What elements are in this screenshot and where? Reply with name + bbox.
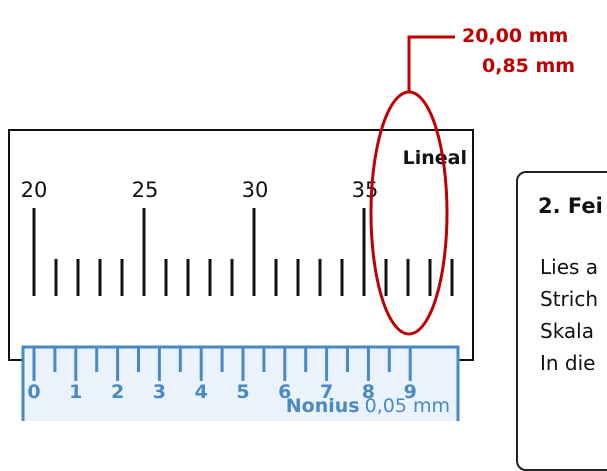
ruler-name-label: Lineal xyxy=(403,147,467,169)
ruler-tick-labels: 20 25 30 35 xyxy=(21,178,379,202)
vernier-digit: 6 xyxy=(278,381,291,403)
panel-line-4: In die xyxy=(540,351,596,375)
vernier-name: Nonius xyxy=(286,395,360,417)
vernier-digits: 0 1 2 3 4 5 6 7 8 9 xyxy=(27,381,416,403)
vernier-digit: 0 xyxy=(27,381,40,403)
vernier-digit: 9 xyxy=(404,381,417,403)
vernier-digit: 5 xyxy=(236,381,249,403)
panel-line-3: Skala xyxy=(540,319,594,343)
ruler-label-30: 30 xyxy=(242,178,269,202)
callout-main-reading: 20,00 mm xyxy=(462,25,568,47)
ruler-label-25: 25 xyxy=(132,178,159,202)
callout-leader xyxy=(407,35,455,92)
exercise-panel: 2. Fei Lies a Strich Skala In die xyxy=(516,171,607,471)
vernier-digit: 2 xyxy=(111,381,124,403)
vernier-diagram: 20 25 30 35 Lineal 0 1 2 3 4 5 6 7 8 9 Nonius 0,05… xyxy=(8,25,575,421)
vernier-caption: Nonius 0,05 mm xyxy=(286,395,450,417)
vernier-digit: 7 xyxy=(320,381,333,403)
ruler-body xyxy=(8,129,474,361)
callout-vernier-reading: 0,85 mm xyxy=(482,55,575,77)
vernier-digit: 1 xyxy=(69,381,82,403)
ruler-ticks xyxy=(32,208,454,296)
panel-line-2: Strich xyxy=(540,287,598,311)
vernier-resolution: 0,05 mm xyxy=(365,395,450,417)
ruler-label-35: 35 xyxy=(352,178,379,202)
ruler-label-20: 20 xyxy=(21,178,48,202)
vernier-digit: 8 xyxy=(362,381,375,403)
panel-line-1: Lies a xyxy=(540,255,599,279)
vernier-digit: 4 xyxy=(195,381,208,403)
vernier-digit: 3 xyxy=(153,381,166,403)
panel-title: 2. Fei xyxy=(538,194,603,218)
vernier-ticks xyxy=(32,347,412,381)
